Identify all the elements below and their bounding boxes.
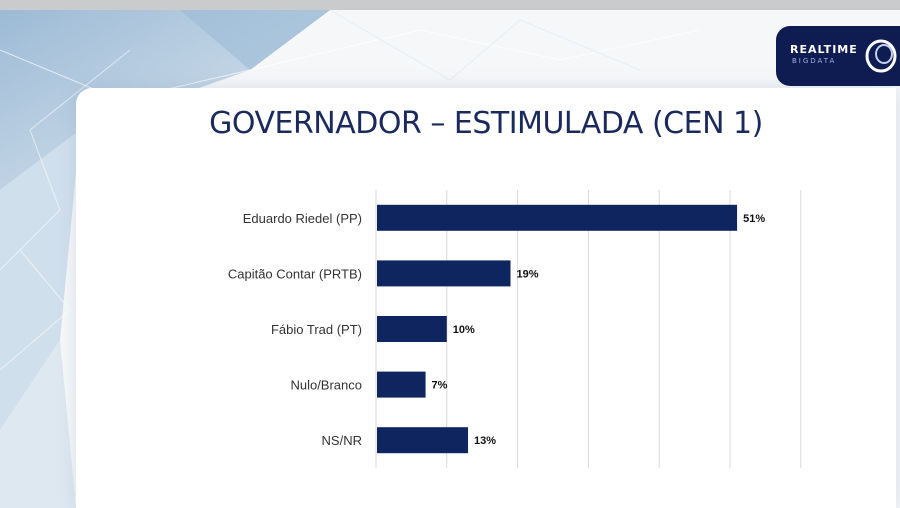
top-bar: [0, 0, 900, 10]
content-panel: [76, 88, 896, 508]
value-label: 19%: [517, 268, 539, 280]
category-label: Fábio Trad (PT): [271, 322, 362, 337]
category-label: Eduardo Riedel (PP): [243, 211, 362, 226]
bar: [377, 316, 447, 342]
value-label: 10%: [453, 324, 475, 336]
bar: [377, 427, 469, 454]
value-label: 13%: [474, 435, 496, 447]
logo-text-bigdata: BIGDATA: [792, 57, 837, 65]
category-label: NS/NR: [322, 433, 362, 448]
chart-title: GOVERNADOR – ESTIMULADA (CEN 1): [209, 106, 763, 141]
logo-swirl-icon: [865, 39, 897, 73]
value-labels: 51% 19% 10% 7% 13%: [432, 213, 766, 447]
bar: [377, 260, 511, 287]
logo-text-realtime: REALTIME: [790, 43, 858, 56]
category-labels: Eduardo Riedel (PP) Capitão Contar (PRTB)…: [228, 211, 362, 448]
gridlines: [375, 190, 802, 468]
bar: [377, 371, 426, 398]
bar: [377, 204, 738, 231]
category-label: Nulo/Branco: [290, 378, 362, 393]
bars: [377, 204, 738, 454]
category-label: Capitão Contar (PRTB): [228, 266, 362, 281]
value-label: 51%: [743, 213, 765, 225]
value-label: 7%: [432, 380, 448, 392]
realtime-bigdata-logo: REALTIME BIGDATA: [776, 26, 900, 86]
